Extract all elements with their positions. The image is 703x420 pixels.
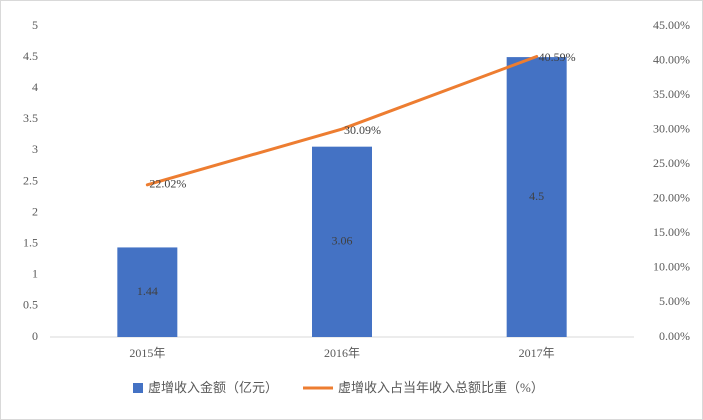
x-tick-label: 2016年 (324, 346, 360, 360)
y-tick-label: 4.5 (23, 49, 38, 63)
legend-swatch (133, 383, 143, 393)
y-tick-label: 0 (32, 329, 38, 343)
line-value-label: 30.09% (344, 123, 381, 137)
y2-tick-label: 40.00% (653, 52, 690, 66)
x-tick-label: 2015年 (129, 346, 165, 360)
y2-tick-label: 0.00% (659, 329, 690, 343)
y-tick-label: 4 (32, 80, 38, 94)
y-tick-label: 2 (32, 204, 38, 218)
bar (506, 57, 567, 337)
bar (117, 247, 178, 337)
y2-tick-label: 35.00% (653, 87, 690, 101)
y2-tick-label: 15.00% (653, 225, 690, 239)
y2-tick-label: 30.00% (653, 121, 690, 135)
y2-tick-label: 45.00% (653, 18, 690, 32)
y2-tick-label: 10.00% (653, 260, 690, 274)
y2-tick-label: 20.00% (653, 191, 690, 205)
y2-tick-label: 25.00% (653, 156, 690, 170)
y-tick-label: 1 (32, 267, 38, 281)
line-value-label: 40.59% (539, 50, 576, 64)
bar (312, 146, 372, 337)
y2-tick-label: 5.00% (659, 294, 690, 308)
line-value-label: 22.02% (149, 177, 186, 191)
bar-value-label: 3.06 (332, 234, 353, 248)
y-tick-label: 1.5 (23, 235, 38, 249)
y-tick-label: 3.5 (23, 111, 38, 125)
legend-label: 虚增收入金额（亿元） (148, 380, 278, 395)
bar-value-label: 4.5 (529, 189, 544, 203)
y-tick-label: 2.5 (23, 173, 38, 187)
legend-label: 虚增收入占当年收入总额比重（%） (338, 380, 544, 395)
x-tick-label: 2017年 (519, 346, 555, 360)
y-tick-label: 5 (32, 18, 38, 32)
y-tick-label: 0.5 (23, 298, 38, 312)
line (145, 54, 539, 187)
y-tick-label: 3 (32, 142, 38, 156)
bar-value-label: 1.44 (137, 284, 158, 298)
